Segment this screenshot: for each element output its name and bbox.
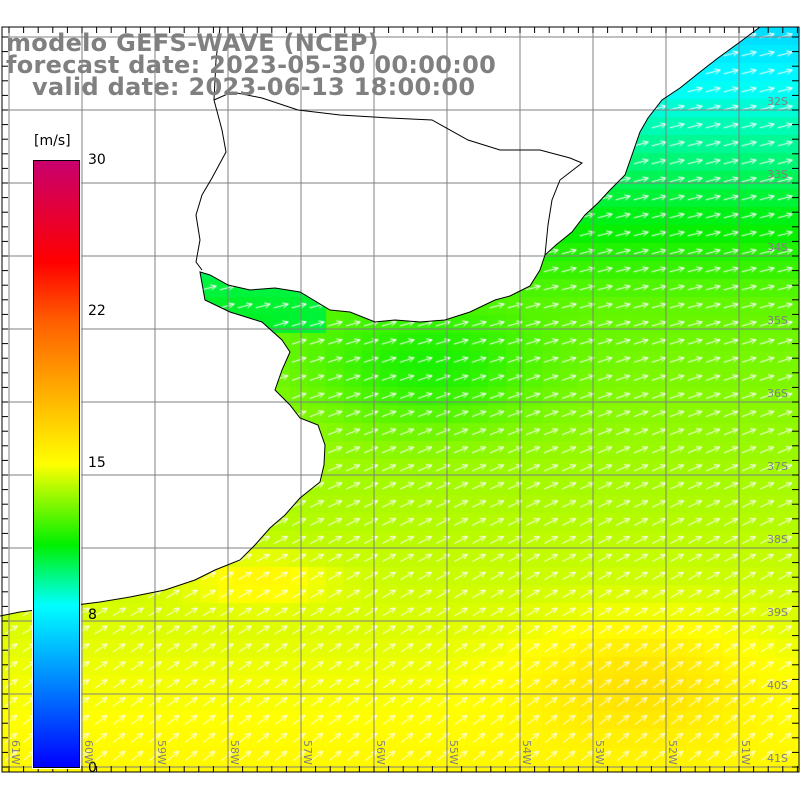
longitude-label: 60W xyxy=(82,740,95,765)
latitude-label: 37S xyxy=(767,460,788,473)
longitude-label: 58W xyxy=(228,740,241,765)
colorbar-tick: 15 xyxy=(88,455,106,471)
latitude-label: 32S xyxy=(767,95,788,108)
border-line xyxy=(195,26,227,271)
colorbar-tick: 0 xyxy=(88,760,97,776)
longitude-label: 52W xyxy=(666,740,679,765)
title-valid-date: valid date: 2023-06-13 18:00:00 xyxy=(6,73,476,101)
coastline xyxy=(0,26,761,617)
colorbar-tick: 30 xyxy=(88,152,106,168)
latitude-label: 36S xyxy=(767,387,788,400)
longitude-label: 61W xyxy=(9,740,22,765)
longitude-label: 53W xyxy=(593,740,606,765)
border-line xyxy=(213,91,583,256)
colorbar-tick: 22 xyxy=(88,303,106,319)
latitude-label: 34S xyxy=(767,241,788,254)
latitude-label: 40S xyxy=(767,679,788,692)
longitude-label: 57W xyxy=(301,740,314,765)
colorbar-tick: 8 xyxy=(88,607,97,623)
title-forecast-date: forecast date: 2023-05-30 00:00:00 xyxy=(6,51,497,79)
longitude-label: 55W xyxy=(447,740,460,765)
latitude-label: 38S xyxy=(767,533,788,546)
latitude-label: 35S xyxy=(767,314,788,327)
graticule xyxy=(2,27,799,772)
longitude-label: 56W xyxy=(374,740,387,765)
coastline-path xyxy=(0,26,761,617)
latitude-label: 41S xyxy=(767,752,788,765)
colorbar xyxy=(32,159,81,769)
latitude-label: 39S xyxy=(767,606,788,619)
map-frame xyxy=(1,26,800,773)
axis-ticks xyxy=(2,27,799,772)
colorbar-unit: [m/s] xyxy=(34,133,71,149)
longitude-label: 54W xyxy=(520,740,533,765)
latitude-label: 33S xyxy=(767,168,788,181)
longitude-label: 59W xyxy=(155,740,168,765)
longitude-label: 51W xyxy=(739,740,752,765)
title-model: modelo GEFS-WAVE (NCEP) xyxy=(6,29,379,57)
